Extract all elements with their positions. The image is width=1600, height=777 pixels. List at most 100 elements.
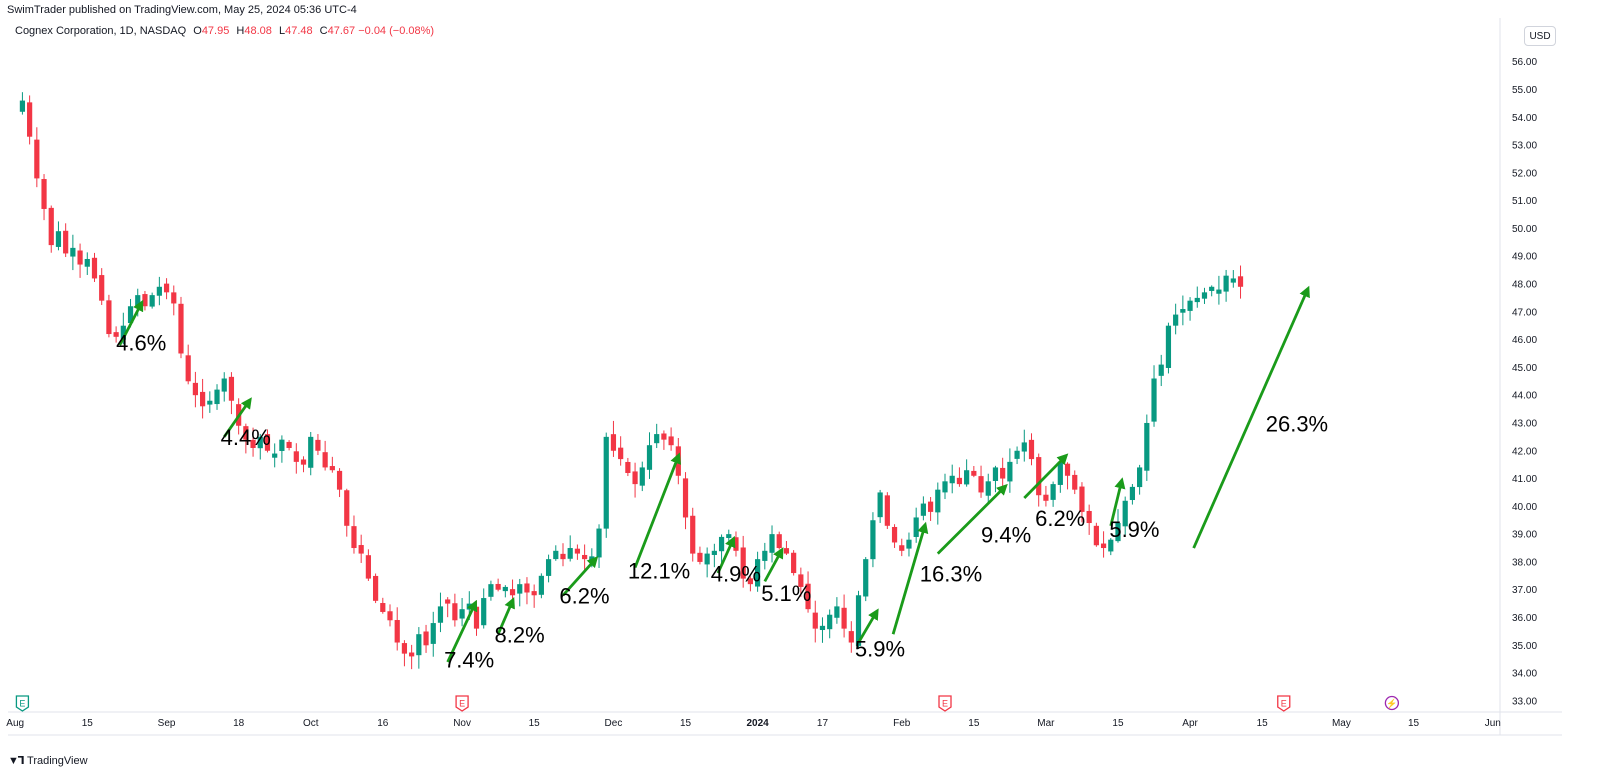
trend-arrow[interactable]: [1192, 285, 1310, 549]
open-value: 47.95: [201, 25, 230, 37]
symbol-title[interactable]: Cognex Corporation, 1D, NASDAQ: [15, 25, 187, 37]
candle-body: [70, 247, 76, 257]
candle-body: [1230, 278, 1236, 283]
candle-body: [625, 461, 631, 473]
candle-body: [380, 603, 386, 612]
x-tick-label: Nov: [453, 718, 471, 729]
trend-arrow[interactable]: [118, 299, 144, 346]
tradingview-brand[interactable]: ▼ꓶ TradingView: [8, 754, 88, 768]
candle-body: [718, 536, 725, 552]
currency-button[interactable]: USD: [1524, 26, 1556, 46]
candle-body: [48, 207, 54, 246]
gain-label: 5.9%: [855, 636, 905, 661]
trend-arrow[interactable]: [1023, 453, 1069, 499]
candle-body: [365, 555, 371, 579]
gain-label: 16.3%: [920, 561, 982, 586]
trend-arrow[interactable]: [763, 547, 784, 583]
candle-body: [1064, 463, 1071, 476]
candle-body: [1129, 486, 1136, 501]
candle-body: [942, 481, 948, 493]
candle-body: [55, 231, 62, 247]
x-tick-label: Aug: [6, 718, 24, 729]
candle-body: [863, 559, 869, 597]
candle-body: [257, 436, 263, 449]
candle-body: [891, 526, 898, 543]
trend-arrow[interactable]: [223, 397, 252, 438]
x-tick-label: 15: [1408, 718, 1420, 729]
candle-body: [610, 434, 617, 451]
candle-body: [531, 591, 537, 596]
candle-body: [1007, 461, 1013, 482]
y-tick-label: 51.00: [1512, 196, 1537, 207]
x-tick-label: 15: [680, 718, 692, 729]
candle-body: [1014, 450, 1020, 459]
trend-arrow[interactable]: [561, 556, 599, 597]
x-tick-label: 2024: [746, 718, 769, 729]
candle-body: [495, 583, 501, 590]
candle-body: [668, 436, 674, 446]
svg-text:⚡: ⚡: [1386, 698, 1397, 710]
candle-body: [214, 389, 220, 405]
trend-arrow[interactable]: [446, 599, 478, 663]
candle-body: [279, 439, 285, 451]
earnings-marker-icon[interactable]: E: [938, 695, 952, 712]
candle-body: [308, 436, 314, 468]
candle-body: [1187, 300, 1193, 311]
candle-body: [899, 545, 905, 551]
dividend-marker-icon[interactable]: E: [15, 695, 30, 712]
candle-body: [473, 606, 480, 629]
earnings-marker-icon[interactable]: E: [455, 695, 469, 712]
candle-body: [697, 552, 703, 562]
trend-arrow[interactable]: [857, 608, 879, 644]
earnings-marker-icon[interactable]: E: [1277, 695, 1291, 712]
candle-body: [1122, 500, 1128, 527]
trend-arrow[interactable]: [496, 596, 515, 635]
candle-body: [437, 606, 444, 623]
candle-body: [77, 250, 83, 265]
candle-body: [582, 554, 588, 560]
candle-body: [336, 470, 343, 490]
x-tick-label: Dec: [605, 718, 623, 729]
trend-arrow[interactable]: [1109, 477, 1126, 527]
candle-body: [827, 614, 833, 630]
x-tick-label: 15: [1112, 718, 1124, 729]
candle-body: [553, 550, 559, 560]
candle-body: [272, 453, 278, 458]
annotations: 4.6% 4.4% 7.4%8.2% 6.2% 12.1% 4.9%5.1% 5.9% 16.…: [116, 285, 1328, 673]
gain-label: 5.1%: [761, 581, 811, 606]
bolt-marker-icon[interactable]: ⚡: [1384, 695, 1400, 711]
tradingview-logo-icon: ▼ꓶ: [8, 755, 24, 767]
candle-body: [1194, 297, 1200, 303]
x-tick-label: Feb: [893, 718, 911, 729]
candle-body: [19, 100, 26, 112]
candle-body: [819, 625, 826, 631]
candle-body: [1201, 292, 1208, 299]
trend-arrow[interactable]: [936, 483, 1008, 555]
candle-body: [1180, 309, 1186, 313]
trend-arrow[interactable]: [633, 452, 681, 568]
trend-arrow[interactable]: [716, 535, 736, 574]
candle-body: [927, 501, 934, 512]
y-tick-label: 34.00: [1512, 669, 1537, 680]
candle-body: [1086, 510, 1092, 524]
candle-body: [351, 526, 357, 549]
gain-label: 8.2%: [495, 623, 545, 648]
trend-arrow[interactable]: [891, 521, 929, 635]
high-value: 48.08: [244, 25, 272, 37]
y-tick-label: 36.00: [1512, 613, 1537, 624]
x-tick-label: 17: [817, 718, 829, 729]
brand-label: TradingView: [27, 754, 88, 767]
candle-body: [733, 537, 739, 551]
candle-body: [978, 476, 984, 493]
y-tick-label: 39.00: [1512, 530, 1537, 541]
candle-body: [459, 609, 465, 619]
candle-body: [1216, 289, 1222, 294]
candle-body: [834, 606, 840, 618]
candle-body: [964, 470, 970, 485]
candle-body: [603, 436, 609, 529]
x-tick-label: May: [1332, 718, 1351, 729]
x-tick-label: Mar: [1037, 718, 1055, 729]
candle-body: [401, 643, 408, 654]
candle-body: [956, 477, 963, 485]
